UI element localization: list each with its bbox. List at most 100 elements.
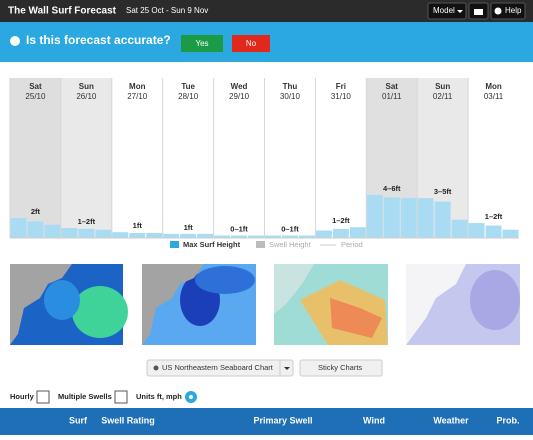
info-icon bbox=[10, 36, 20, 46]
caret bbox=[284, 367, 290, 370]
day-name: Thu bbox=[283, 82, 298, 91]
help-button[interactable] bbox=[490, 2, 526, 20]
surf-bar bbox=[417, 198, 434, 238]
surf-bar bbox=[61, 228, 78, 238]
no-button[interactable] bbox=[232, 35, 270, 52]
option-label: Units ft, mph bbox=[136, 392, 182, 401]
surf-height-label: 0–1ft bbox=[230, 224, 248, 233]
surf-bar bbox=[214, 235, 231, 238]
surf-bar bbox=[180, 233, 197, 238]
map-thumbnail[interactable] bbox=[10, 264, 128, 345]
surf-bar bbox=[78, 228, 95, 238]
surf-bar bbox=[146, 233, 163, 238]
surf-height-label: 1ft bbox=[133, 221, 143, 230]
help-label[interactable]: Help bbox=[505, 6, 522, 15]
column-header: Primary Swell bbox=[253, 415, 312, 425]
day-column bbox=[10, 78, 61, 238]
day-date: 01/11 bbox=[382, 92, 402, 101]
day-column bbox=[468, 78, 519, 238]
map-thumbnail[interactable] bbox=[142, 264, 256, 345]
surf-bar bbox=[112, 232, 129, 238]
day-date: 29/10 bbox=[229, 92, 250, 101]
pin-icon bbox=[153, 365, 159, 371]
surf-height-label: 3–5ft bbox=[434, 187, 452, 196]
surf-bar bbox=[400, 198, 417, 238]
surf-bar bbox=[281, 235, 298, 238]
chart-select-label[interactable]: US Northeastern Seaboard Chart bbox=[162, 363, 274, 372]
option-label: Hourly bbox=[10, 392, 35, 401]
day-column bbox=[60, 78, 112, 238]
checkbox[interactable] bbox=[114, 390, 128, 404]
day-date: 31/10 bbox=[331, 92, 352, 101]
map-thumbnail[interactable] bbox=[274, 264, 388, 345]
surf-bar bbox=[231, 235, 248, 238]
surf-bar bbox=[27, 221, 44, 238]
day-date: 25/10 bbox=[25, 92, 46, 101]
day-column bbox=[162, 78, 214, 238]
forecast-chart: Sat25/102ftSun26/101–2ftMon27/101ftTue28… bbox=[9, 78, 519, 239]
yes-label[interactable]: Yes bbox=[195, 39, 208, 48]
day-column bbox=[264, 78, 316, 238]
day-name: Sat bbox=[29, 82, 42, 91]
surf-bar bbox=[10, 218, 27, 238]
map-thumbnail[interactable] bbox=[406, 264, 520, 345]
site-title: The Wall Surf Forecast bbox=[8, 6, 117, 17]
day-name: Wed bbox=[231, 82, 248, 91]
feedback-question: Is this forecast accurate? bbox=[26, 33, 171, 47]
day-date: 30/10 bbox=[280, 92, 301, 101]
surf-bar bbox=[468, 223, 485, 238]
surf-bar bbox=[163, 233, 180, 238]
column-header: Prob. bbox=[496, 415, 519, 425]
help-icon bbox=[494, 7, 502, 15]
surf-height-label: 1–2ft bbox=[78, 217, 96, 226]
legend-item[interactable]: Period bbox=[341, 240, 363, 249]
day-name: Sat bbox=[386, 82, 399, 91]
sticky-label[interactable]: Sticky Charts bbox=[318, 363, 362, 372]
day-name: Mon bbox=[485, 82, 502, 91]
legend-swatch bbox=[170, 241, 179, 248]
surf-height-label: 2ft bbox=[31, 207, 41, 216]
surf-height-label: 1ft bbox=[184, 223, 194, 232]
chart-select[interactable] bbox=[146, 359, 294, 377]
caret bbox=[457, 10, 463, 13]
print-icon bbox=[474, 9, 483, 15]
legend-item[interactable]: Swell Height bbox=[269, 240, 312, 249]
surf-bar bbox=[434, 201, 451, 238]
date-range[interactable]: Sat 25 Oct - Sun 9 Nov bbox=[126, 6, 208, 15]
checkbox[interactable] bbox=[36, 390, 50, 404]
surf-bar bbox=[332, 228, 349, 238]
surf-height-label: 1–2ft bbox=[332, 216, 350, 225]
day-column bbox=[111, 78, 163, 238]
day-date: 03/11 bbox=[484, 92, 504, 101]
day-column bbox=[315, 78, 367, 238]
surf-bar bbox=[383, 197, 400, 238]
day-date: 26/10 bbox=[76, 92, 97, 101]
surf-bar bbox=[451, 219, 468, 238]
day-date: 02/11 bbox=[433, 92, 453, 101]
top-bar bbox=[0, 0, 533, 22]
surf-bar bbox=[485, 225, 502, 238]
day-column bbox=[213, 78, 265, 238]
surf-height-label: 1–2ft bbox=[485, 212, 503, 221]
model-label[interactable]: Model bbox=[433, 6, 455, 15]
yes-button[interactable] bbox=[181, 35, 223, 52]
surf-height-label: 4–6ft bbox=[383, 184, 401, 193]
model-button[interactable] bbox=[427, 2, 467, 20]
column-header: Surf bbox=[69, 415, 88, 425]
surf-bar bbox=[129, 233, 146, 238]
day-name: Sun bbox=[435, 82, 450, 91]
day-name: Fri bbox=[336, 82, 346, 91]
day-name: Mon bbox=[129, 82, 146, 91]
day-name: Sun bbox=[79, 82, 94, 91]
legend-item[interactable]: Max Surf Height bbox=[183, 240, 241, 249]
gear-icon bbox=[189, 395, 193, 399]
table-header bbox=[0, 408, 533, 435]
surf-bar bbox=[265, 235, 281, 238]
sticky-button[interactable] bbox=[299, 359, 383, 377]
no-label[interactable]: No bbox=[246, 39, 257, 48]
surf-bar bbox=[248, 235, 264, 238]
surf-bar bbox=[298, 235, 315, 238]
column-header: Weather bbox=[433, 415, 469, 425]
